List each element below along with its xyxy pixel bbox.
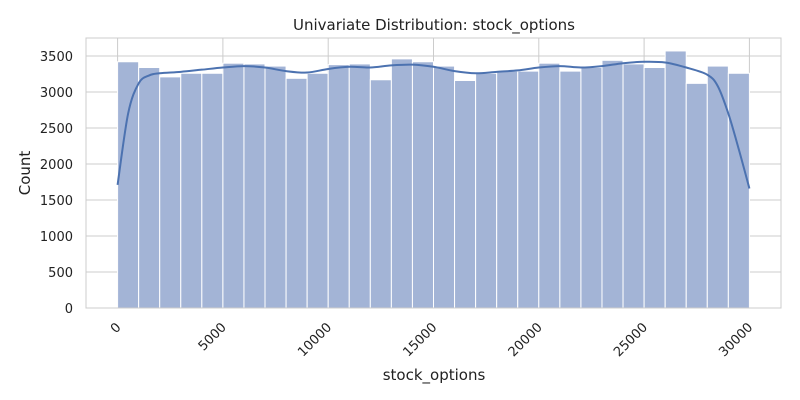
histogram-bar [243, 63, 266, 309]
y-tick-label: 2500 [40, 122, 73, 137]
histogram-bar [727, 72, 750, 309]
kde-curve [116, 60, 751, 189]
histogram-bar [538, 62, 561, 309]
x-tick-label: 5000 [196, 320, 230, 354]
histogram-bar [201, 72, 224, 309]
plot-frame [85, 37, 782, 309]
x-tick-label: 30000 [716, 320, 756, 360]
histogram-bar [306, 72, 329, 309]
x-tick-label: 0 [108, 320, 124, 336]
y-tick-label: 3500 [40, 50, 73, 65]
histogram-bar [601, 59, 624, 309]
histogram-bar [433, 65, 456, 309]
histogram-bar [517, 70, 540, 309]
histogram-bar [559, 70, 582, 309]
histogram-bar [180, 72, 203, 309]
histogram-bar [411, 61, 434, 309]
histogram-bar [138, 67, 161, 309]
histogram-bar [348, 63, 371, 309]
histogram-bar [390, 58, 413, 309]
x-tick-label: 15000 [400, 320, 440, 360]
histogram-bar [496, 70, 519, 309]
histogram-bar [580, 67, 603, 309]
histogram-bar [454, 79, 477, 309]
histogram-bar [622, 63, 645, 309]
x-tick-label: 10000 [295, 320, 335, 360]
histogram-bar [475, 72, 498, 309]
histogram-bars [117, 50, 750, 309]
histogram-bar [264, 65, 287, 309]
histogram-bar [643, 67, 666, 309]
x-tick-label: 20000 [506, 320, 546, 360]
histogram-bar [285, 77, 308, 309]
histogram-bar [222, 62, 245, 309]
y-tick-label: 1000 [40, 230, 73, 245]
histogram-bar [159, 76, 182, 309]
x-axis-label: stock_options [383, 366, 486, 385]
histogram-bar [685, 82, 708, 309]
x-tick-label: 25000 [611, 320, 651, 360]
y-tick-label: 0 [65, 302, 73, 317]
chart-title: Univariate Distribution: stock_options [293, 16, 575, 35]
y-tick-label: 3000 [40, 86, 73, 101]
y-axis-label: Count [16, 151, 34, 196]
histogram-bar [117, 61, 140, 309]
histogram-bar [664, 50, 687, 309]
histogram-bar [369, 79, 392, 309]
y-axis-ticks: 0 500 1000 1500 2000 2500 3000 3500 [40, 50, 73, 317]
histogram-bar [327, 64, 350, 309]
y-tick-label: 500 [48, 266, 73, 281]
x-axis-ticks: 0 5000 10000 15000 20000 25000 30000 [108, 320, 756, 360]
y-tick-label: 1500 [40, 194, 73, 209]
y-tick-label: 2000 [40, 158, 73, 173]
